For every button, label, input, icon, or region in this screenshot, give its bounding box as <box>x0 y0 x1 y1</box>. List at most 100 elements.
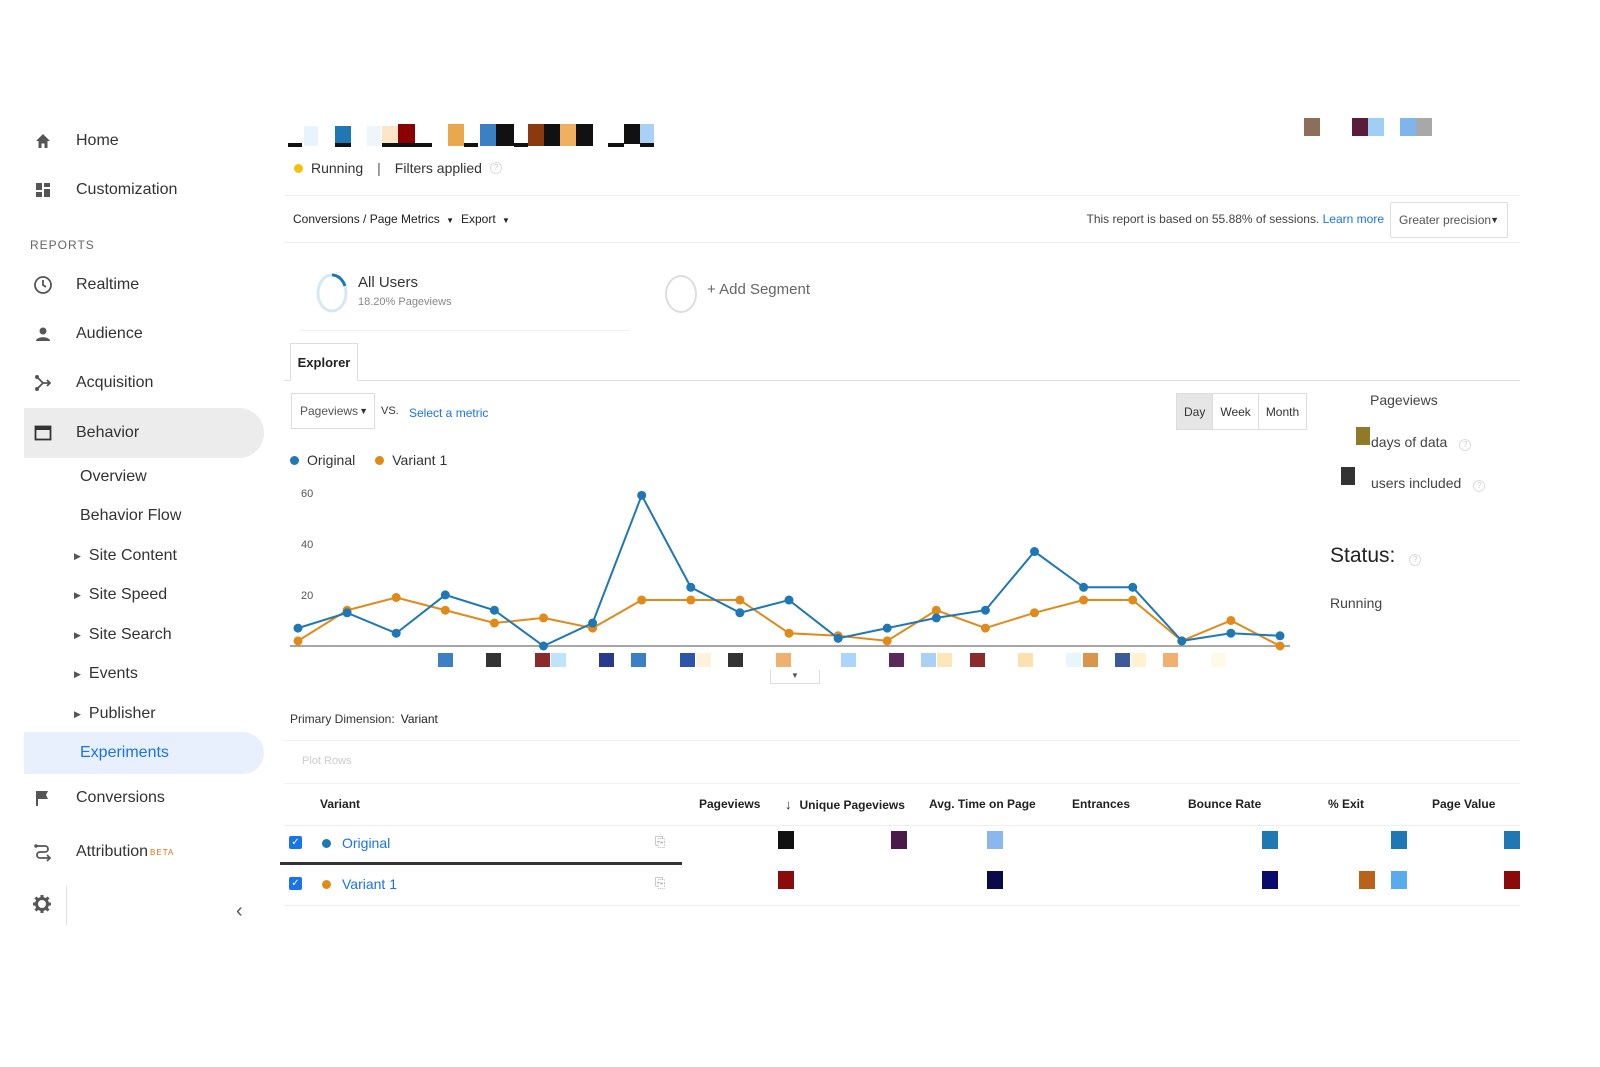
row-checkbox[interactable]: ✓ <box>289 836 302 849</box>
data-point[interactable] <box>931 613 941 623</box>
data-point[interactable] <box>489 618 499 628</box>
data-point[interactable] <box>391 592 401 602</box>
sidebar-item-conversions[interactable]: Conversions <box>24 773 264 823</box>
column-header-entrances[interactable]: Entrances <box>1072 797 1131 811</box>
sidebar-subitem-behavior-flow[interactable]: Behavior Flow <box>80 496 181 536</box>
data-point[interactable] <box>637 595 647 605</box>
column-header-unique-pageviews[interactable]: ↓ Unique Pageviews <box>785 797 905 812</box>
variant-link[interactable]: Original <box>322 835 390 851</box>
data-point[interactable] <box>686 595 696 605</box>
data-point[interactable] <box>735 608 745 618</box>
period-month-button[interactable]: Month <box>1265 404 1300 419</box>
column-header-bounce-rate[interactable]: Bounce Rate <box>1188 797 1262 811</box>
chart-expand-handle[interactable]: ▼ <box>770 670 820 684</box>
learn-more-link[interactable]: Learn more <box>1322 212 1384 226</box>
attribution-icon <box>32 841 54 863</box>
sidebar-item-home[interactable]: Home <box>24 116 264 166</box>
metric-select[interactable]: Pageviews ▼ <box>291 393 375 429</box>
data-point[interactable] <box>1226 628 1236 638</box>
help-icon[interactable]: ? <box>1473 480 1486 492</box>
data-point[interactable] <box>882 636 892 646</box>
help-icon[interactable]: ? <box>1409 554 1422 566</box>
data-point[interactable] <box>931 605 941 615</box>
tab-explorer[interactable]: Explorer <box>290 343 358 381</box>
column-header-avg-time-on-page[interactable]: Avg. Time on Page <box>929 797 1036 811</box>
data-point[interactable] <box>1275 641 1285 651</box>
data-point[interactable] <box>588 618 598 628</box>
data-point[interactable] <box>882 623 892 633</box>
sidebar-subitem-experiments[interactable]: Experiments <box>80 732 169 774</box>
segment-ring-icon <box>316 273 348 313</box>
sidebar-subitem-label: Site Search <box>88 626 172 643</box>
data-point[interactable] <box>440 590 450 600</box>
data-point[interactable] <box>735 595 745 605</box>
link-icon[interactable]: ⎘ <box>655 875 666 890</box>
data-point[interactable] <box>539 641 548 651</box>
column-header-exit[interactable]: % Exit <box>1328 797 1365 811</box>
data-point[interactable] <box>293 636 303 646</box>
sidebar-subitem-site-content[interactable]: ▶ Site Content <box>74 536 177 576</box>
data-point[interactable] <box>1128 595 1138 605</box>
data-point[interactable] <box>539 613 548 623</box>
link-icon[interactable]: ⎘ <box>655 834 666 849</box>
legend-item-original[interactable]: Original <box>290 452 355 468</box>
sidebar-subitem-site-search[interactable]: ▶ Site Search <box>74 615 172 655</box>
collapse-sidebar-icon[interactable]: ‹ <box>236 900 243 922</box>
users-included-row: users included ? <box>1371 475 1486 492</box>
sidebar-item-customization[interactable]: Customization <box>24 165 264 215</box>
segment-title: All Users <box>358 274 419 291</box>
sidebar-item-acquisition[interactable]: Acquisition <box>24 358 264 408</box>
data-point[interactable] <box>1177 636 1187 646</box>
data-point[interactable] <box>440 605 450 615</box>
sidebar-subitem-events[interactable]: ▶ Events <box>74 654 138 694</box>
data-point[interactable] <box>1030 547 1039 557</box>
data-point[interactable] <box>686 582 696 592</box>
sidebar-item-attribution[interactable]: Attribution BETA <box>24 827 264 877</box>
row-checkbox[interactable]: ✓ <box>289 877 302 890</box>
data-point[interactable] <box>637 490 647 500</box>
export-dropdown[interactable]: Export ▼ <box>461 212 510 226</box>
sidebar-subitem-publisher[interactable]: ▶ Publisher <box>74 694 156 734</box>
column-header-page-value[interactable]: Page Value <box>1432 797 1496 811</box>
period-week-button[interactable]: Week <box>1213 394 1259 429</box>
breadcrumb-dropdown[interactable]: Conversions / Page Metrics ▼ <box>293 212 454 226</box>
column-header-pageviews[interactable]: Pageviews <box>699 797 761 811</box>
data-point[interactable] <box>784 628 794 638</box>
sidebar-subitem-site-speed[interactable]: ▶ Site Speed <box>74 575 168 615</box>
column-header-variant[interactable]: Variant <box>320 797 361 811</box>
pageviews-line-chart: 60 40 20 <box>290 488 1290 651</box>
add-segment-button[interactable]: + Add Segment <box>707 281 810 298</box>
data-point[interactable] <box>1030 608 1039 618</box>
sidebar-subitem-label: Site Speed <box>88 586 168 603</box>
data-point[interactable] <box>391 628 401 638</box>
data-point[interactable] <box>980 605 990 615</box>
data-point[interactable] <box>1128 582 1138 592</box>
sidebar-item-audience[interactable]: Audience <box>24 309 264 359</box>
period-day-button[interactable]: Day <box>1177 394 1214 429</box>
data-point[interactable] <box>980 623 990 633</box>
data-point[interactable] <box>489 605 499 615</box>
legend-item-variant-1[interactable]: Variant 1 <box>375 452 447 468</box>
add-segment-ring-icon <box>665 275 697 313</box>
sidebar-item-behavior[interactable]: Behavior <box>24 408 264 458</box>
legend-dot <box>290 455 299 465</box>
variant-link[interactable]: Variant 1 <box>322 876 397 892</box>
settings-icon[interactable] <box>32 894 52 919</box>
data-point[interactable] <box>1226 615 1236 625</box>
sidebar-subitem-overview[interactable]: Overview <box>80 457 147 497</box>
sidebar-item-realtime[interactable]: Realtime <box>24 260 264 310</box>
help-icon[interactable]: ? <box>1459 439 1472 451</box>
data-point[interactable] <box>293 623 303 633</box>
precision-select[interactable]: Greater precision ▼ <box>1390 202 1508 238</box>
plot-rows-button[interactable]: Plot Rows <box>302 755 352 767</box>
sidebar-subitem-label: Overview <box>80 468 147 485</box>
select-metric-link[interactable]: Select a metric <box>409 406 489 420</box>
help-icon[interactable]: ? <box>489 162 502 174</box>
data-point[interactable] <box>833 633 843 643</box>
data-point[interactable] <box>1079 582 1089 592</box>
data-point[interactable] <box>784 595 794 605</box>
data-point[interactable] <box>1275 631 1285 641</box>
data-point[interactable] <box>342 608 352 618</box>
data-point[interactable] <box>1079 595 1089 605</box>
primary-dimension-value[interactable]: Variant <box>400 712 438 726</box>
